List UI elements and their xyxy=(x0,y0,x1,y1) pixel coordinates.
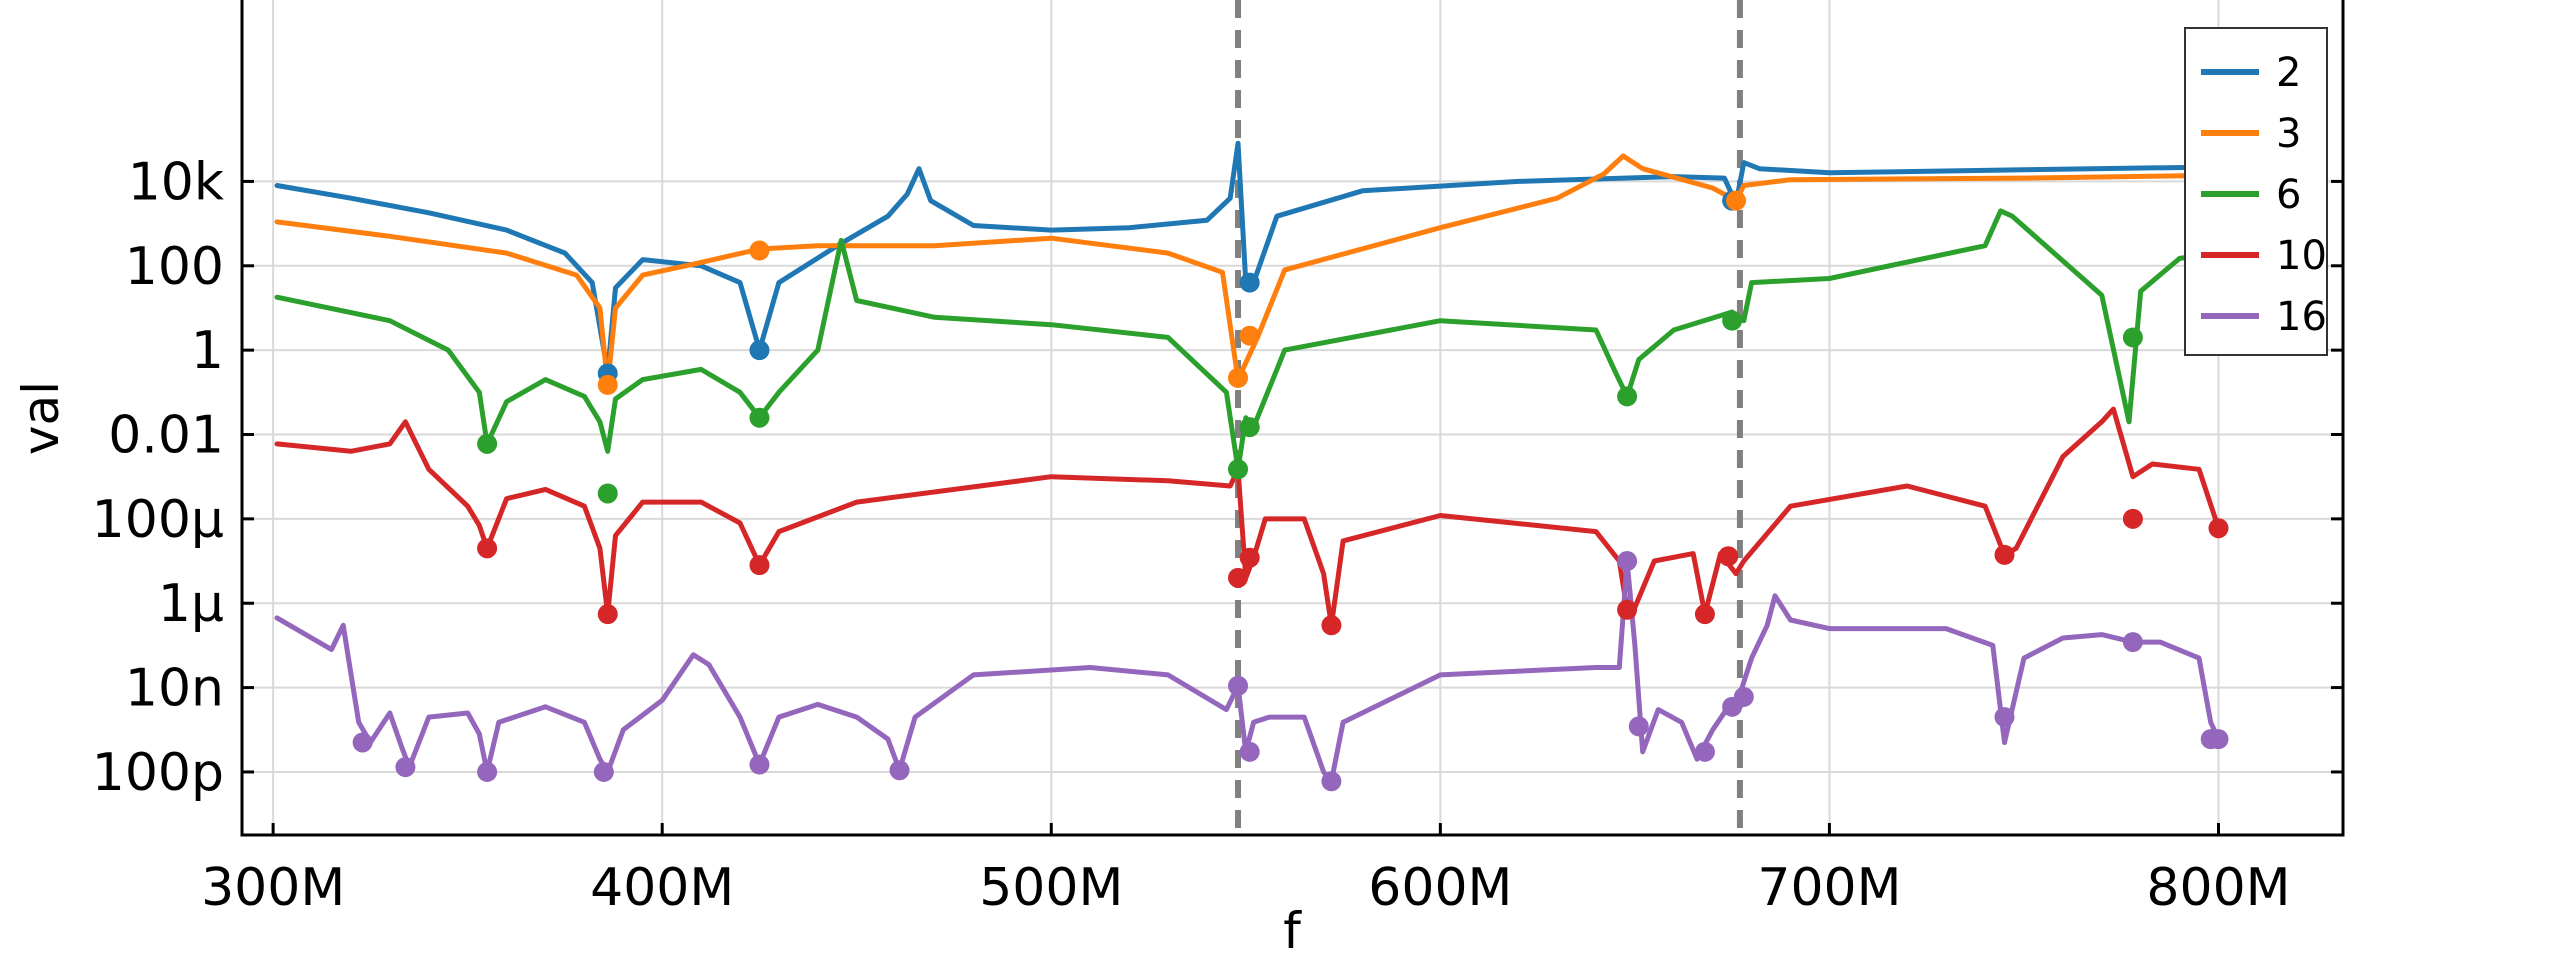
data-point-16 xyxy=(477,761,498,782)
x-tick-label: 300M xyxy=(201,858,345,918)
data-point-10 xyxy=(1228,567,1249,588)
data-point-16 xyxy=(1321,771,1342,792)
y-tick-label: 100 xyxy=(125,237,224,297)
data-point-6 xyxy=(1239,417,1260,438)
data-point-10 xyxy=(597,604,618,625)
data-point-10 xyxy=(2122,508,2143,529)
data-point-6 xyxy=(477,433,498,454)
y-tick-label: 1 xyxy=(191,321,224,381)
legend-label-6: 6 xyxy=(2276,172,2301,218)
data-point-6 xyxy=(1228,459,1249,480)
data-point-16 xyxy=(1628,716,1649,737)
data-point-10 xyxy=(1994,544,2015,565)
data-point-10 xyxy=(1617,599,1638,620)
data-point-3 xyxy=(1726,190,1747,211)
data-point-2 xyxy=(1239,272,1260,293)
x-tick-label: 700M xyxy=(1757,858,1901,918)
legend-items: 2 3 6 10 16 xyxy=(2201,50,2327,340)
data-point-3 xyxy=(597,374,618,395)
x-axis-label: f xyxy=(1283,902,1302,960)
data-point-16 xyxy=(2208,729,2229,750)
data-point-16 xyxy=(352,732,373,753)
data-point-6 xyxy=(749,407,770,428)
x-tick-labels: 300M 400M 500M 600M 700M 800M xyxy=(201,858,2290,918)
plot-frame xyxy=(240,0,2345,837)
data-point-16 xyxy=(1994,707,2015,728)
data-point-10 xyxy=(1718,546,1739,567)
legend-label-16: 16 xyxy=(2276,294,2327,340)
series-line-6 xyxy=(274,208,2221,472)
legend: 2 3 6 10 16 xyxy=(2184,27,2328,356)
x-tick-label: 400M xyxy=(590,858,734,918)
data-point-10 xyxy=(1239,547,1260,568)
series-line-10 xyxy=(274,406,2221,628)
data-point-16 xyxy=(1733,686,1754,707)
data-point-6 xyxy=(2122,327,2143,348)
data-point-10 xyxy=(2208,518,2229,539)
data-point-16 xyxy=(395,757,416,778)
axis-ticks xyxy=(242,179,2343,835)
series-points xyxy=(352,190,2229,792)
data-point-10 xyxy=(749,555,770,576)
data-point-16 xyxy=(593,761,614,782)
data-point-16 xyxy=(2122,632,2143,653)
data-point-16 xyxy=(1228,675,1249,696)
data-point-16 xyxy=(749,754,770,775)
data-point-3 xyxy=(1239,325,1260,346)
data-point-16 xyxy=(1239,741,1260,762)
data-point-16 xyxy=(1617,551,1638,572)
data-point-16 xyxy=(889,760,910,781)
plot-background xyxy=(242,0,2343,835)
y-tick-label: 10k xyxy=(128,152,224,212)
data-point-10 xyxy=(477,538,498,559)
y-tick-label: 1μ xyxy=(158,574,224,634)
data-point-10 xyxy=(1694,604,1715,625)
y-axis-label: val xyxy=(12,381,70,455)
data-point-2 xyxy=(749,340,770,361)
legend-label-3: 3 xyxy=(2276,111,2301,157)
y-tick-labels: 100p 10n 1μ 100μ 0.01 1 100 10k xyxy=(92,152,224,803)
data-point-16 xyxy=(1694,741,1715,762)
data-point-3 xyxy=(749,240,770,261)
legend-label-2: 2 xyxy=(2276,50,2301,96)
data-point-3 xyxy=(1228,367,1249,388)
y-tick-label: 100p xyxy=(92,743,224,803)
data-point-10 xyxy=(1321,615,1342,636)
y-tick-label: 0.01 xyxy=(108,406,224,466)
x-tick-label: 800M xyxy=(2146,858,2290,918)
x-tick-label: 600M xyxy=(1368,858,1512,918)
data-point-6 xyxy=(1722,310,1743,331)
data-point-6 xyxy=(1617,386,1638,407)
x-tick-label: 500M xyxy=(979,858,1123,918)
legend-label-10: 10 xyxy=(2276,233,2327,279)
data-point-6 xyxy=(597,483,618,504)
y-tick-label: 100μ xyxy=(92,490,224,550)
y-tick-label: 10n xyxy=(125,659,224,719)
